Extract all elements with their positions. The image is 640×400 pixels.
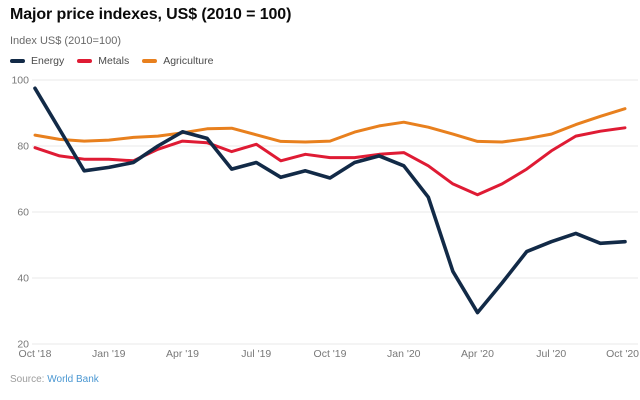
y-tick-label: 40	[17, 273, 29, 285]
x-tick-label: Jul '19	[241, 348, 271, 360]
legend-marker-metals	[77, 59, 93, 63]
legend-item-energy[interactable]: Energy	[10, 55, 64, 67]
legend-marker-agriculture	[142, 59, 158, 63]
legend-label: Metals	[98, 55, 130, 67]
x-tick-label: Apr '19	[166, 348, 199, 360]
x-tick-label: Apr '20	[461, 348, 494, 360]
source-link[interactable]: World Bank	[47, 374, 99, 385]
x-tick-label: Jan '19	[92, 348, 126, 360]
y-tick-label: 80	[17, 141, 29, 153]
legend-marker-energy	[10, 59, 25, 63]
legend-label: Energy	[31, 55, 65, 67]
series-line-energy	[33, 86, 627, 315]
y-tick-label: 20	[17, 339, 29, 351]
chart-legend: Energy Metals Agriculture	[10, 55, 213, 67]
source-prefix: Source:	[10, 374, 45, 385]
x-tick-label: Oct '20	[606, 348, 639, 360]
legend-item-metals[interactable]: Metals	[77, 55, 129, 67]
x-tick-label: Jan '20	[387, 348, 421, 360]
y-tick-label: 100	[11, 75, 29, 87]
y-tick-label: 60	[17, 207, 29, 219]
x-tick-label: Oct '19	[314, 348, 347, 360]
x-tick-label: Jul '20	[536, 348, 566, 360]
legend-item-agriculture[interactable]: Agriculture	[142, 55, 213, 67]
legend-label: Agriculture	[163, 55, 214, 67]
x-tick-label: Oct '18	[19, 348, 52, 360]
series-line-agriculture	[33, 107, 627, 144]
source-line: Source: World Bank	[10, 374, 99, 385]
page-title: Major price indexes, US$ (2010 = 100)	[10, 6, 292, 23]
chart-subtitle: Index US$ (2010=100)	[10, 35, 121, 47]
